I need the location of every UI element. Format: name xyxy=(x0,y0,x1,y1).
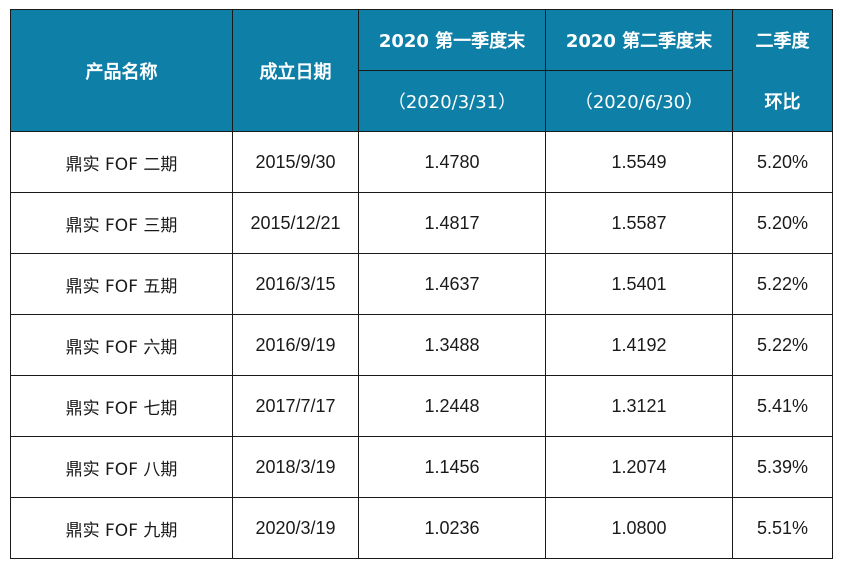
q1-value-cell: 1.4817 xyxy=(358,192,546,254)
header-ratio-bottom: 环比 xyxy=(732,70,833,132)
q2-value-cell: 1.5587 xyxy=(545,192,733,254)
header-q1-end: 2020 第一季度末 xyxy=(358,9,546,71)
establish-date-cell: 2016/3/15 xyxy=(232,253,359,315)
header-q2-date: （2020/6/30） xyxy=(545,70,733,132)
product-name-cell: 鼎实 FOF 八期 xyxy=(10,436,233,498)
header-ratio-top: 二季度 xyxy=(732,9,833,71)
ratio-cell: 5.39% xyxy=(732,436,833,498)
header-q2-end: 2020 第二季度末 xyxy=(545,9,733,71)
ratio-cell: 5.20% xyxy=(732,192,833,254)
product-name-cell: 鼎实 FOF 七期 xyxy=(10,375,233,437)
product-name-cell: 鼎实 FOF 六期 xyxy=(10,314,233,376)
fof-performance-table: 产品名称 成立日期 2020 第一季度末 2020 第二季度末 二季度 （202… xyxy=(10,9,833,559)
table-row: 鼎实 FOF 九期 2020/3/19 1.0236 1.0800 5.51% xyxy=(10,497,833,559)
ratio-cell: 5.22% xyxy=(732,253,833,315)
header-product-name: 产品名称 xyxy=(10,9,233,132)
establish-date-cell: 2015/12/21 xyxy=(232,192,359,254)
product-name-cell: 鼎实 FOF 三期 xyxy=(10,192,233,254)
ratio-cell: 5.41% xyxy=(732,375,833,437)
q1-value-cell: 1.0236 xyxy=(358,497,546,559)
establish-date-cell: 2016/9/19 xyxy=(232,314,359,376)
q2-value-cell: 1.4192 xyxy=(545,314,733,376)
table-row: 鼎实 FOF 五期 2016/3/15 1.4637 1.5401 5.22% xyxy=(10,253,833,315)
establish-date-cell: 2018/3/19 xyxy=(232,436,359,498)
table-row: 鼎实 FOF 二期 2015/9/30 1.4780 1.5549 5.20% xyxy=(10,131,833,193)
q1-value-cell: 1.2448 xyxy=(358,375,546,437)
q1-value-cell: 1.4780 xyxy=(358,131,546,193)
header-q1-date: （2020/3/31） xyxy=(358,70,546,132)
ratio-cell: 5.51% xyxy=(732,497,833,559)
product-name-cell: 鼎实 FOF 五期 xyxy=(10,253,233,315)
q2-value-cell: 1.2074 xyxy=(545,436,733,498)
establish-date-cell: 2020/3/19 xyxy=(232,497,359,559)
table-row: 鼎实 FOF 三期 2015/12/21 1.4817 1.5587 5.20% xyxy=(10,192,833,254)
product-name-cell: 鼎实 FOF 二期 xyxy=(10,131,233,193)
ratio-cell: 5.20% xyxy=(732,131,833,193)
header-establish-date: 成立日期 xyxy=(232,9,359,132)
ratio-cell: 5.22% xyxy=(732,314,833,376)
q1-value-cell: 1.1456 xyxy=(358,436,546,498)
q2-value-cell: 1.5549 xyxy=(545,131,733,193)
table-row: 鼎实 FOF 六期 2016/9/19 1.3488 1.4192 5.22% xyxy=(10,314,833,376)
establish-date-cell: 2017/7/17 xyxy=(232,375,359,437)
q2-value-cell: 1.3121 xyxy=(545,375,733,437)
q2-value-cell: 1.5401 xyxy=(545,253,733,315)
table-row: 鼎实 FOF 八期 2018/3/19 1.1456 1.2074 5.39% xyxy=(10,436,833,498)
q1-value-cell: 1.3488 xyxy=(358,314,546,376)
table-row: 鼎实 FOF 七期 2017/7/17 1.2448 1.3121 5.41% xyxy=(10,375,833,437)
establish-date-cell: 2015/9/30 xyxy=(232,131,359,193)
q1-value-cell: 1.4637 xyxy=(358,253,546,315)
product-name-cell: 鼎实 FOF 九期 xyxy=(10,497,233,559)
q2-value-cell: 1.0800 xyxy=(545,497,733,559)
